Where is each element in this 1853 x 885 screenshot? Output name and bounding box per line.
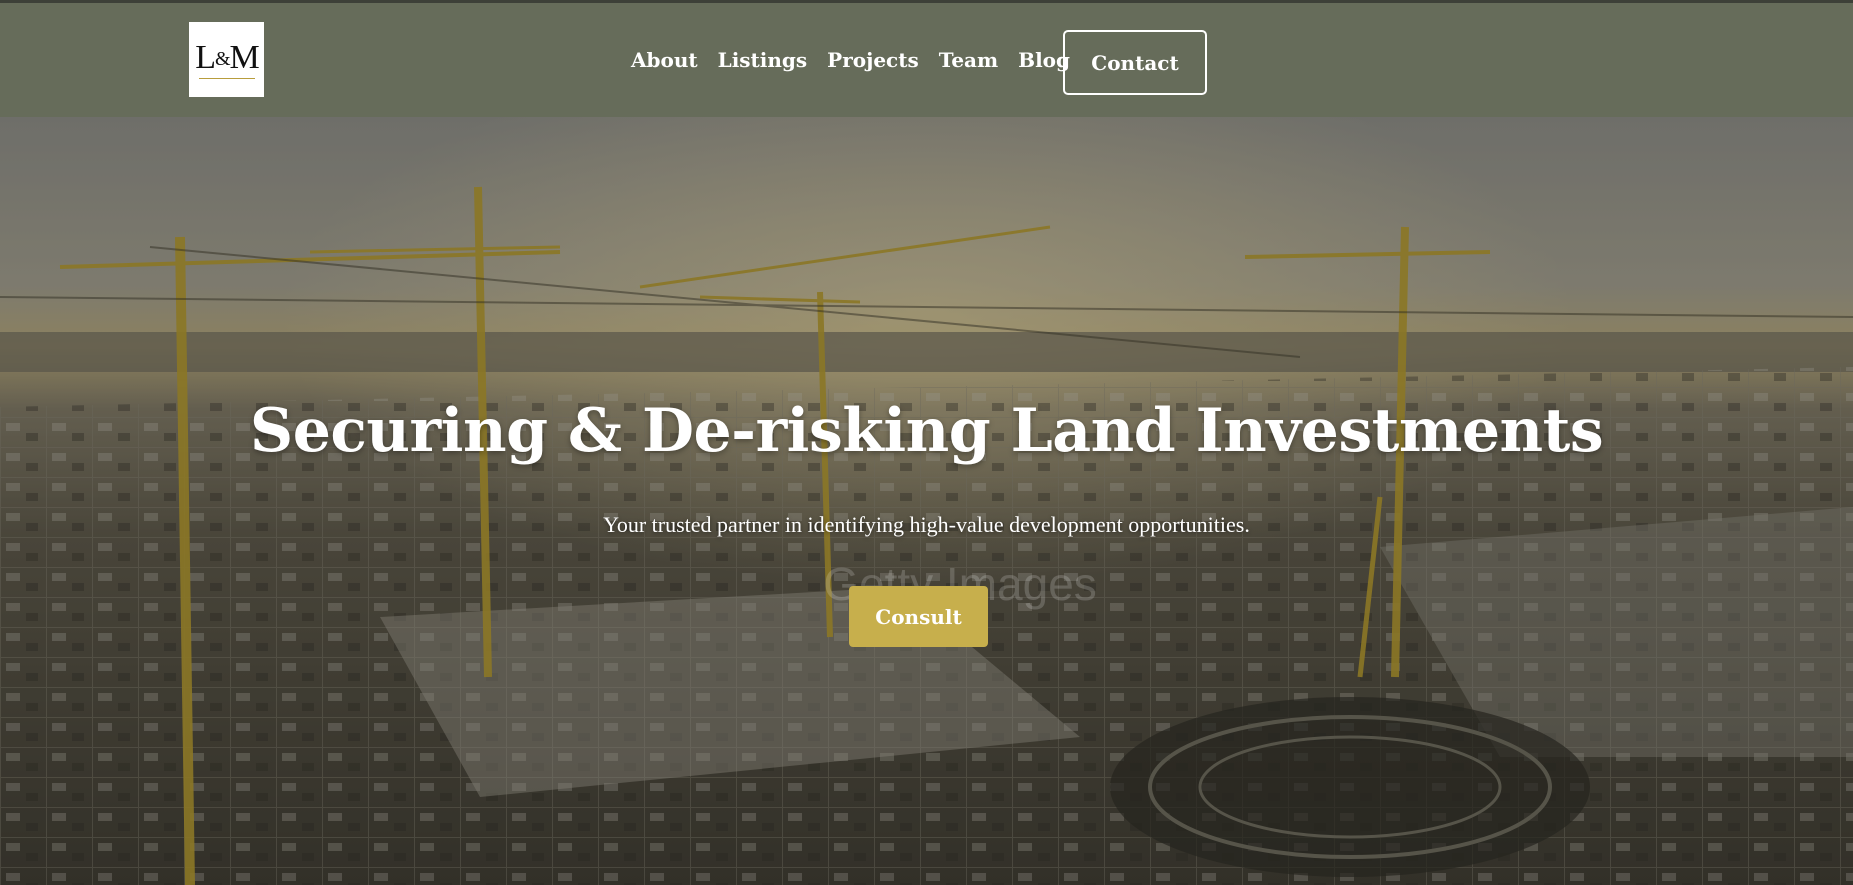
contact-button[interactable]: Contact (1063, 30, 1207, 95)
logo-letter-l: L (195, 38, 216, 76)
hero-background-image (0, 117, 1853, 885)
consult-button[interactable]: Consult (849, 586, 988, 647)
hero-overlay (0, 117, 1853, 885)
nav-about[interactable]: About (631, 47, 698, 72)
nav-listings[interactable]: Listings (717, 47, 808, 72)
logo-letter-m: M (229, 38, 260, 76)
main-nav: About Listings Projects Team Blog (631, 27, 1090, 92)
hero-subtitle: Your trusted partner in identifying high… (603, 512, 1250, 537)
nav-projects[interactable]: Projects (827, 47, 919, 72)
logo-mark: L & M (195, 38, 260, 76)
logo[interactable]: L & M (189, 22, 264, 97)
hero-title: Securing & De-risking Land Investments (249, 396, 1604, 466)
logo-rule (198, 77, 255, 79)
hero-section: Getty Images Securing & De-risking Land … (0, 117, 1853, 885)
nav-team[interactable]: Team (938, 47, 999, 72)
logo-ampersand: & (214, 47, 231, 70)
site-header: L & M About Listings Projects Team Blog Co… (0, 0, 1853, 117)
nav-blog[interactable]: Blog (1018, 47, 1070, 72)
